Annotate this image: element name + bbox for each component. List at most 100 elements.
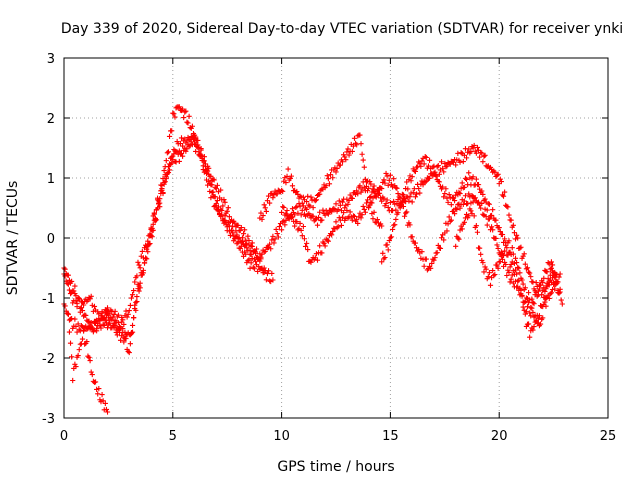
data-point [66,287,73,293]
data-point [485,201,491,207]
data-point [392,222,398,228]
data-point [490,207,496,213]
data-point [75,352,81,359]
data-point [341,210,347,216]
data-point [517,245,523,251]
data-point [508,217,514,223]
data-point [299,233,305,239]
data-point [530,299,536,306]
data-point [478,149,484,156]
data-point [411,186,417,192]
data-point [164,150,170,156]
data-point [166,133,173,140]
data-point [110,314,116,320]
data-point [559,301,565,307]
y-axis-label: SDTVAR / TECUs [5,181,21,296]
data-point [519,293,525,299]
data-point [488,212,495,219]
data-point [251,248,257,254]
data-point [246,237,252,244]
data-point [428,265,434,271]
data-point [219,212,225,218]
data-point [497,228,503,235]
data-point [75,321,81,327]
data-point [546,295,552,301]
data-marks [61,104,565,415]
x-axis-label: GPS time / hours [277,459,394,475]
data-point [80,302,87,308]
data-point [440,165,446,171]
data-point [324,173,330,179]
data-point [90,327,96,333]
data-point [269,270,275,277]
data-point [287,175,293,182]
data-point [126,307,132,314]
data-point [183,108,189,114]
data-point [87,296,93,302]
data-point [388,234,395,240]
data-point [510,251,516,257]
data-point [456,236,462,242]
data-point [252,250,259,256]
data-point [387,199,393,206]
data-point [477,154,483,160]
data-point [314,257,321,263]
data-point [385,204,391,211]
data-point [382,203,388,209]
data-point [546,279,552,285]
data-point [531,324,537,330]
data-point [523,295,529,301]
data-point [505,252,511,258]
data-point [156,201,162,207]
data-point [514,259,520,266]
data-point [249,240,255,246]
data-point [326,181,333,187]
data-point [474,229,481,235]
series-track-7 [379,154,563,340]
data-point [178,150,185,157]
data-point [523,266,529,272]
data-point [380,250,386,256]
data-point [260,212,266,219]
y-tick-label: -3 [42,412,55,427]
data-point [535,288,541,294]
data-point [247,265,253,271]
data-point [535,316,541,322]
data-point [221,196,227,203]
data-point [148,225,154,231]
data-point [469,192,475,199]
data-point [111,311,117,318]
data-point [162,179,168,185]
data-point [454,206,460,213]
data-point [525,300,532,306]
data-point [509,245,515,251]
data-point [455,150,461,156]
data-point [530,309,536,316]
data-point [246,257,252,263]
data-point [541,275,547,281]
data-point [242,227,248,233]
data-point [113,319,119,325]
data-point [337,217,343,223]
data-point [540,279,546,285]
data-point [98,325,104,331]
data-point [67,290,74,297]
data-point [290,209,297,216]
data-point [508,261,514,268]
data-point [208,173,214,179]
data-point [416,185,422,192]
data-point [354,142,360,148]
data-point [165,149,172,155]
data-point [543,286,549,292]
data-point [498,178,504,185]
data-point [363,183,370,190]
data-point [317,209,323,215]
data-point [370,186,376,192]
data-point [486,270,493,276]
data-point [472,195,478,201]
data-point [323,183,329,189]
data-point [172,114,178,120]
data-point [104,305,111,311]
data-point [404,209,410,215]
data-point [522,261,528,267]
